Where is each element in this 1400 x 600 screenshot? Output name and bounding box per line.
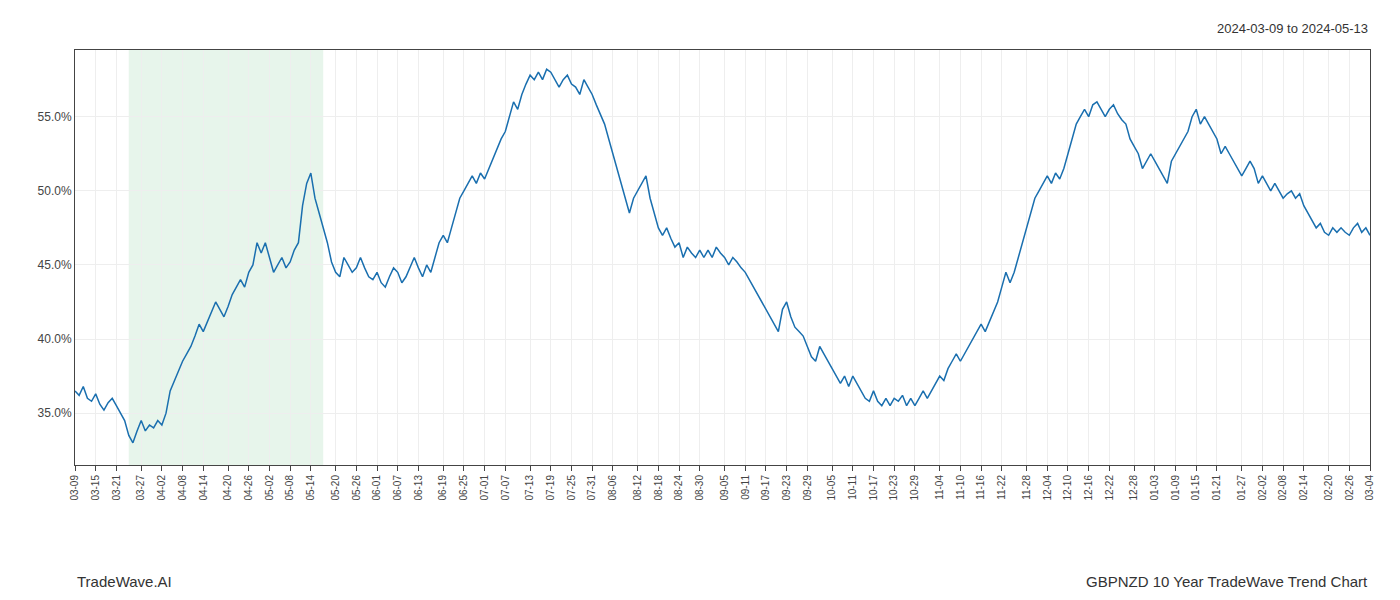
svg-text:09-23: 09-23 bbox=[781, 475, 792, 501]
svg-text:08-06: 08-06 bbox=[607, 475, 618, 501]
svg-text:07-25: 07-25 bbox=[566, 475, 577, 501]
svg-text:09-29: 09-29 bbox=[802, 475, 813, 501]
svg-text:01-15: 01-15 bbox=[1190, 475, 1201, 501]
svg-text:03-09: 03-09 bbox=[69, 475, 80, 501]
svg-text:04-20: 04-20 bbox=[222, 475, 233, 501]
svg-text:02-14: 02-14 bbox=[1298, 475, 1309, 501]
svg-text:GBPNZD 10 Year TradeWave Trend: GBPNZD 10 Year TradeWave Trend Chart bbox=[1086, 573, 1368, 590]
svg-text:08-24: 08-24 bbox=[673, 475, 684, 501]
svg-text:11-10: 11-10 bbox=[955, 475, 966, 500]
svg-text:11-28: 11-28 bbox=[1021, 475, 1032, 500]
svg-text:08-30: 08-30 bbox=[694, 475, 705, 501]
svg-text:07-01: 07-01 bbox=[479, 475, 490, 501]
svg-text:06-13: 06-13 bbox=[413, 475, 424, 501]
svg-text:02-02: 02-02 bbox=[1257, 475, 1268, 501]
svg-text:12-22: 12-22 bbox=[1104, 475, 1115, 501]
svg-text:10-05: 10-05 bbox=[826, 475, 837, 501]
svg-text:06-19: 06-19 bbox=[437, 475, 448, 501]
svg-text:08-12: 08-12 bbox=[632, 475, 643, 501]
svg-text:11-16: 11-16 bbox=[975, 475, 986, 500]
svg-text:07-07: 07-07 bbox=[500, 475, 511, 501]
svg-text:01-09: 01-09 bbox=[1170, 475, 1181, 501]
svg-text:02-26: 02-26 bbox=[1344, 475, 1355, 501]
svg-text:05-26: 05-26 bbox=[351, 475, 362, 501]
svg-text:04-08: 04-08 bbox=[177, 475, 188, 501]
svg-text:03-21: 03-21 bbox=[111, 475, 122, 501]
svg-text:06-01: 06-01 bbox=[371, 475, 382, 501]
svg-text:40.0%: 40.0% bbox=[38, 332, 72, 346]
svg-text:10-23: 10-23 bbox=[888, 475, 899, 501]
svg-text:08-18: 08-18 bbox=[653, 475, 664, 501]
svg-text:05-14: 05-14 bbox=[305, 475, 316, 501]
svg-text:10-17: 10-17 bbox=[868, 475, 879, 501]
svg-text:01-03: 01-03 bbox=[1149, 475, 1160, 501]
svg-text:12-28: 12-28 bbox=[1128, 475, 1139, 501]
svg-text:04-26: 04-26 bbox=[243, 475, 254, 501]
svg-text:02-08: 02-08 bbox=[1277, 475, 1288, 501]
svg-text:12-10: 12-10 bbox=[1062, 475, 1073, 501]
svg-text:02-20: 02-20 bbox=[1323, 475, 1334, 501]
svg-text:10-11: 10-11 bbox=[847, 475, 858, 500]
svg-text:45.0%: 45.0% bbox=[38, 258, 72, 272]
svg-text:2024-03-09 to 2024-05-13: 2024-03-09 to 2024-05-13 bbox=[1217, 21, 1368, 36]
svg-text:06-07: 06-07 bbox=[392, 475, 403, 501]
svg-text:12-16: 12-16 bbox=[1083, 475, 1094, 501]
svg-text:09-11: 09-11 bbox=[740, 475, 751, 500]
svg-text:05-08: 05-08 bbox=[284, 475, 295, 501]
svg-text:07-31: 07-31 bbox=[586, 475, 597, 501]
svg-text:35.0%: 35.0% bbox=[38, 406, 72, 420]
svg-text:07-13: 07-13 bbox=[524, 475, 535, 501]
svg-text:09-17: 09-17 bbox=[760, 475, 771, 501]
svg-text:09-05: 09-05 bbox=[719, 475, 730, 501]
svg-text:50.0%: 50.0% bbox=[38, 184, 72, 198]
svg-text:07-19: 07-19 bbox=[545, 475, 556, 501]
svg-text:04-02: 04-02 bbox=[156, 475, 167, 501]
svg-text:11-22: 11-22 bbox=[996, 475, 1007, 500]
svg-text:03-27: 03-27 bbox=[135, 475, 146, 501]
svg-text:12-04: 12-04 bbox=[1042, 475, 1053, 501]
svg-text:55.0%: 55.0% bbox=[38, 110, 72, 124]
svg-text:01-27: 01-27 bbox=[1236, 475, 1247, 501]
svg-text:05-02: 05-02 bbox=[264, 475, 275, 501]
svg-text:03-04: 03-04 bbox=[1364, 475, 1375, 501]
svg-text:10-29: 10-29 bbox=[909, 475, 920, 501]
svg-text:04-14: 04-14 bbox=[198, 475, 209, 501]
svg-text:TradeWave.AI: TradeWave.AI bbox=[77, 573, 172, 590]
svg-text:06-25: 06-25 bbox=[458, 475, 469, 501]
svg-text:01-21: 01-21 bbox=[1211, 475, 1222, 501]
svg-text:11-04: 11-04 bbox=[934, 475, 945, 500]
svg-text:05-20: 05-20 bbox=[330, 475, 341, 501]
svg-text:03-15: 03-15 bbox=[90, 475, 101, 501]
